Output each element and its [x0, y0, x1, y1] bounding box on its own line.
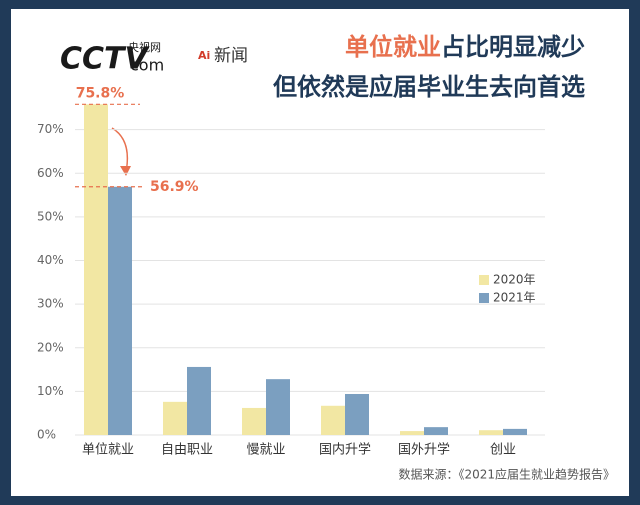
x-tick-label: 自由职业 — [161, 443, 213, 458]
bar — [187, 366, 211, 435]
bar — [345, 393, 369, 435]
legend-label: 2021年 — [493, 291, 536, 305]
bar — [84, 104, 108, 435]
logo-news: 新闻 — [214, 46, 248, 66]
logo-domain: com — [130, 56, 164, 75]
value-label: 75.8% — [76, 85, 125, 101]
chart-subtitle: 但依然是应届毕业生去向首选 — [273, 73, 585, 101]
legend-swatch — [479, 293, 489, 303]
y-tick-label: 40% — [37, 253, 64, 267]
bar — [242, 407, 266, 435]
source: 数据来源：《2021应届生就业趋势报告》 — [398, 467, 615, 482]
bar — [163, 401, 187, 435]
x-tick-label: 单位就业 — [82, 443, 134, 458]
bar — [479, 430, 503, 435]
bar — [321, 405, 345, 435]
y-tick-label: 30% — [37, 297, 64, 311]
y-tick-label: 70% — [37, 122, 64, 136]
legend-swatch — [479, 275, 489, 285]
bar — [266, 379, 290, 435]
x-tick-label: 慢就业 — [246, 442, 285, 458]
title-rest: 占比明显减少 — [441, 33, 585, 61]
logo-site: 央视网 — [128, 40, 161, 54]
y-tick-label: 50% — [37, 209, 64, 223]
value-label: 56.9% — [150, 179, 199, 195]
x-tick-label: 国内升学 — [319, 442, 371, 458]
y-tick-label: 20% — [37, 340, 64, 354]
chart-title: 单位就业占比明显减少 — [345, 33, 585, 61]
y-tick-label: 0% — [37, 428, 56, 442]
title-highlight: 单位就业 — [345, 33, 441, 61]
x-tick-label: 国外升学 — [398, 442, 450, 458]
y-tick-label: 10% — [37, 384, 64, 398]
y-tick-label: 60% — [37, 166, 64, 180]
legend-label: 2020年 — [493, 273, 536, 287]
logo-brand: CCTV — [60, 42, 150, 77]
bar — [424, 427, 448, 435]
bar — [108, 186, 132, 435]
logo-ai: Ai — [198, 49, 210, 62]
arrow-head — [120, 166, 131, 176]
bar — [400, 431, 424, 435]
bar — [503, 428, 527, 435]
x-tick-label: 创业 — [490, 443, 516, 458]
